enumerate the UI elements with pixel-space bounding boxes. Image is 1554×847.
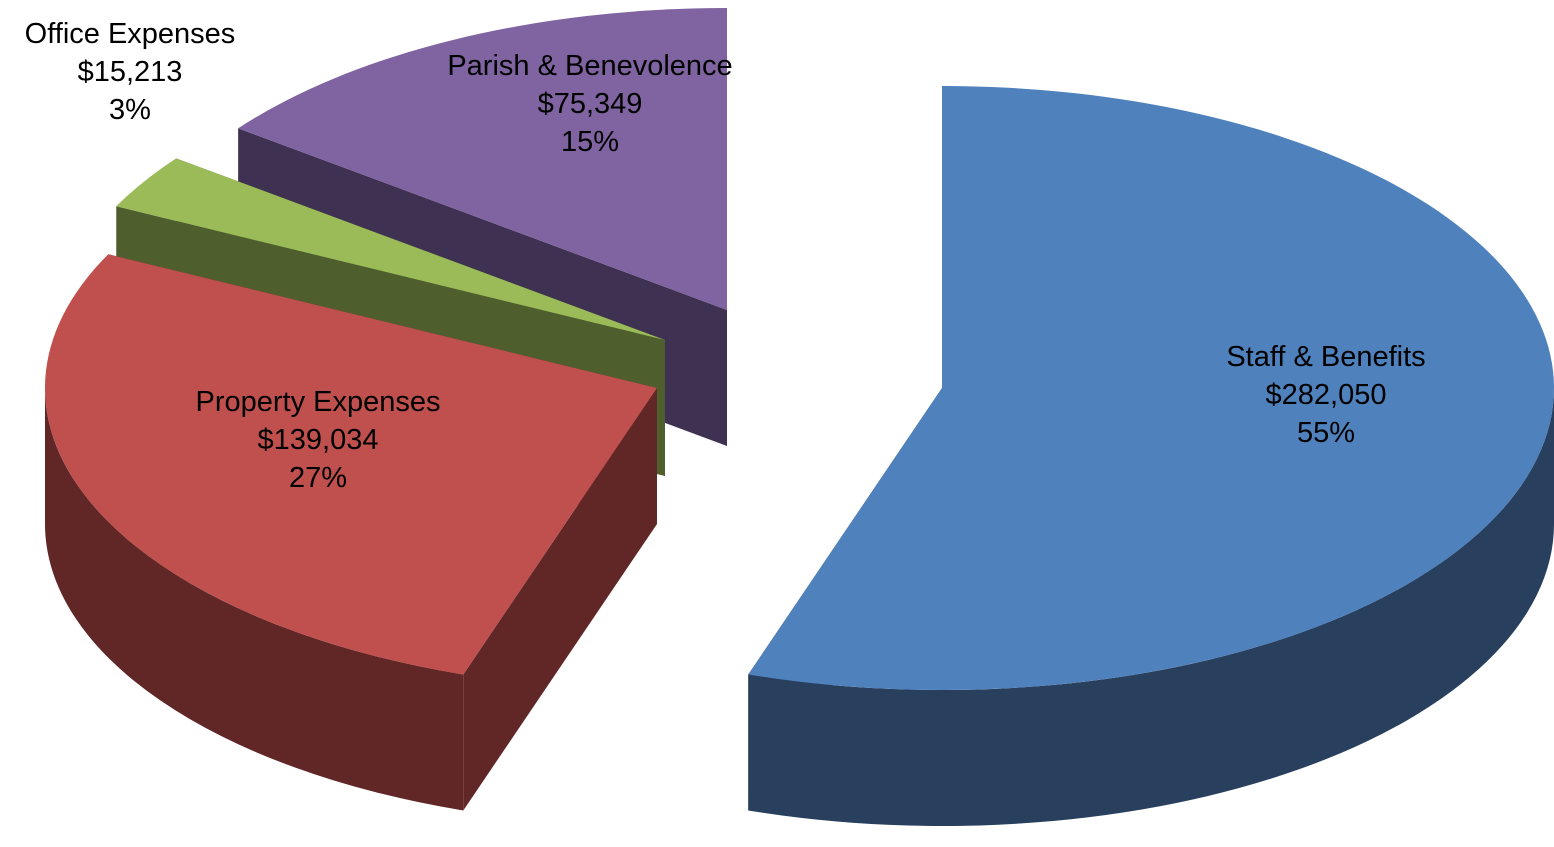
slice-outer-wall: [45, 388, 464, 811]
slice-label-name: Staff & Benefits: [1226, 341, 1425, 373]
slice-label-percent: 15%: [561, 126, 619, 158]
slice-label-amount: $139,034: [258, 424, 379, 456]
slice-label-amount: $282,050: [1266, 379, 1387, 411]
slice-label: Parish & Benevolence $75,349 15%: [447, 50, 732, 158]
slice-label-percent: 27%: [289, 462, 347, 494]
slice-label-amount: $75,349: [538, 88, 643, 120]
slice-label-amount: $15,213: [78, 56, 183, 88]
slice-outer-wall: [748, 388, 1554, 826]
slice-top-face: [116, 158, 666, 340]
slice-label-name: Parish & Benevolence: [447, 50, 732, 82]
slice-label-name: Property Expenses: [195, 386, 440, 418]
slice-label-percent: 55%: [1297, 417, 1355, 449]
slice-label: Property Expenses $139,034 27%: [195, 386, 440, 494]
pie-slice-staff-benefits: [748, 86, 1554, 826]
slice-top-face: [748, 86, 1554, 690]
slice-top-face: [44, 254, 658, 675]
slice-top-face: [238, 8, 728, 310]
pie-slice-property-expenses: [44, 254, 658, 811]
slice-label-name: Office Expenses: [25, 18, 236, 50]
slice-label: Staff & Benefits $282,050 55%: [1226, 341, 1425, 449]
slice-label-percent: 3%: [109, 94, 151, 126]
slice-label: Office Expenses $15,213 3%: [25, 18, 236, 126]
